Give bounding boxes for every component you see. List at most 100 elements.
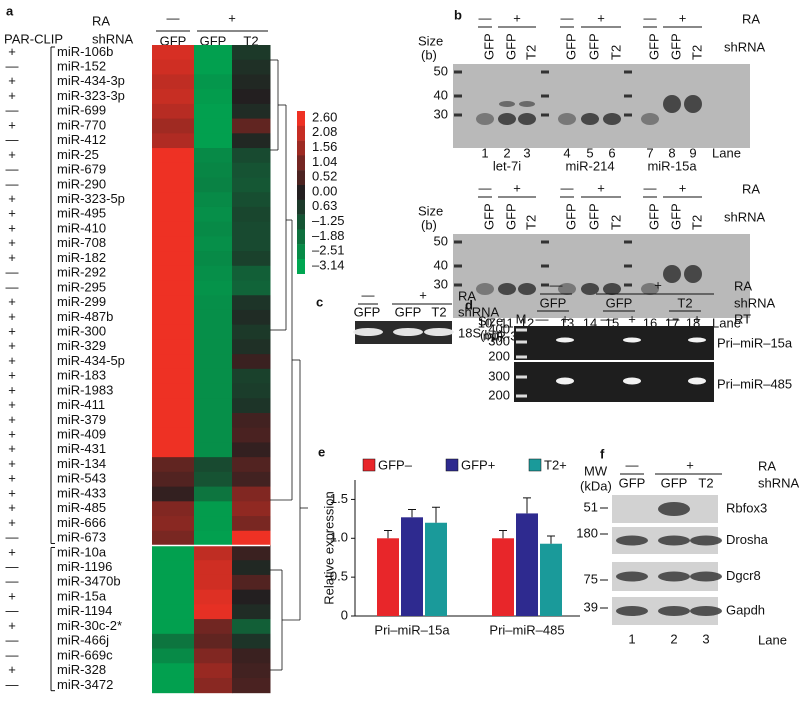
heatmap-cell [194,177,233,193]
band [499,101,515,107]
error-bar [432,506,440,523]
heatmap-cell [152,251,195,267]
lane-number: 3 [702,631,709,646]
shrna-label: GFP [354,304,381,319]
band [556,377,574,385]
shrna-label: T2 [689,215,704,230]
heatmap-cell [152,663,195,679]
heatmap-cell [232,516,271,532]
shrna-label: GFP [661,475,688,490]
column-label: GFP [200,33,227,48]
gel-name: miR-214 [565,158,614,173]
heatmap-cell [152,398,195,414]
label: Lane [712,145,741,160]
heatmap-cell [232,383,271,399]
rt-sign: + [628,311,636,326]
par-clip-sign: — [6,633,19,648]
par-clip-sign: + [8,662,16,677]
lane-number: 4 [563,145,570,160]
heatmap-cell [232,133,271,149]
heatmap-cell [194,280,233,296]
ladder-band [624,113,632,117]
heatmap-cell [232,59,271,75]
panel-label: a [6,3,14,18]
lane-number: 2 [670,631,677,646]
heatmap-cell [232,604,271,620]
par-clip-sign: + [8,397,16,412]
band [658,606,690,616]
heatmap-cell [194,89,233,105]
heatmap-cell [232,633,271,650]
shrna-label: GFP [503,203,518,230]
label: + [654,277,662,292]
bar [401,517,423,616]
band [353,328,383,336]
par-clip-sign: + [8,441,16,456]
mirna-label: miR-3470b [57,574,121,589]
heatmap-cell [194,604,233,620]
gel-name: Pri–miR–485 [717,376,792,391]
heatmap-cell [194,589,233,605]
heatmap-cell [232,280,271,296]
heatmap-cell [152,677,195,694]
colorbar-label: 0.52 [312,169,337,184]
lane-number: 1 [481,145,488,160]
heatmap-cell [152,574,195,591]
heatmap-cell [232,368,271,385]
ladder-band [516,328,527,332]
heatmap-cell [194,663,233,679]
panel-label: d [465,297,473,312]
ladder-band [541,94,549,98]
colorbar-block [297,199,305,215]
par-clip-sign: — [6,59,19,74]
heatmap-cell [152,148,195,164]
label: + [686,457,694,472]
heatmap-cell [194,648,233,664]
heatmap-cell [194,516,233,532]
band [393,328,423,336]
ladder-band [624,70,632,74]
heatmap-cell [232,45,271,61]
label: — [479,10,492,25]
ladder-band [624,264,632,268]
x-tick-label: Pri–miR–15a [374,622,450,637]
heatmap-cell [194,677,233,694]
mirna-label: miR-182 [57,250,106,265]
ladder-band [516,355,527,359]
heatmap-cell [232,192,271,208]
size-marker: 200 [488,348,510,363]
heatmap-cell [152,74,195,90]
colorbar-label: –1.88 [312,228,345,243]
par-clip-sign: + [8,309,16,324]
heatmap-cell [232,457,271,473]
mirna-label: miR-434-3p [57,73,125,88]
label: (bp) [480,327,503,342]
par-clip-sign: + [8,44,16,59]
heatmap-cell [194,251,233,267]
par-clip-sign: + [8,294,16,309]
mirna-label: miR-300 [57,323,106,338]
heatmap-cell [194,162,233,178]
error-bar [547,535,555,544]
par-clip-sign: — [6,162,19,177]
mirna-label: miR-290 [57,176,106,191]
band [616,535,648,546]
bar [377,538,399,616]
heatmap-cell [152,413,195,429]
blot-name: Gapdh [726,602,765,617]
shrna-label: GFP [606,295,633,310]
mirna-label: miR-410 [57,220,106,235]
mirna-label: miR-1196 [57,559,112,574]
par-clip-sign: + [8,338,16,353]
mirna-label: miR-431 [57,441,106,456]
lane-number: 7 [646,145,653,160]
mirna-label: miR-1194 [57,603,112,618]
par-clip-sign: + [8,368,16,383]
error-bar [408,509,416,518]
par-clip-sign: + [8,485,16,500]
heatmap-cell [232,177,271,193]
mirna-label: miR-434-5p [57,353,125,368]
mirna-label: miR-411 [57,397,105,412]
heatmap-cell [152,516,195,532]
y-tick-label: 1.0 [330,530,348,545]
